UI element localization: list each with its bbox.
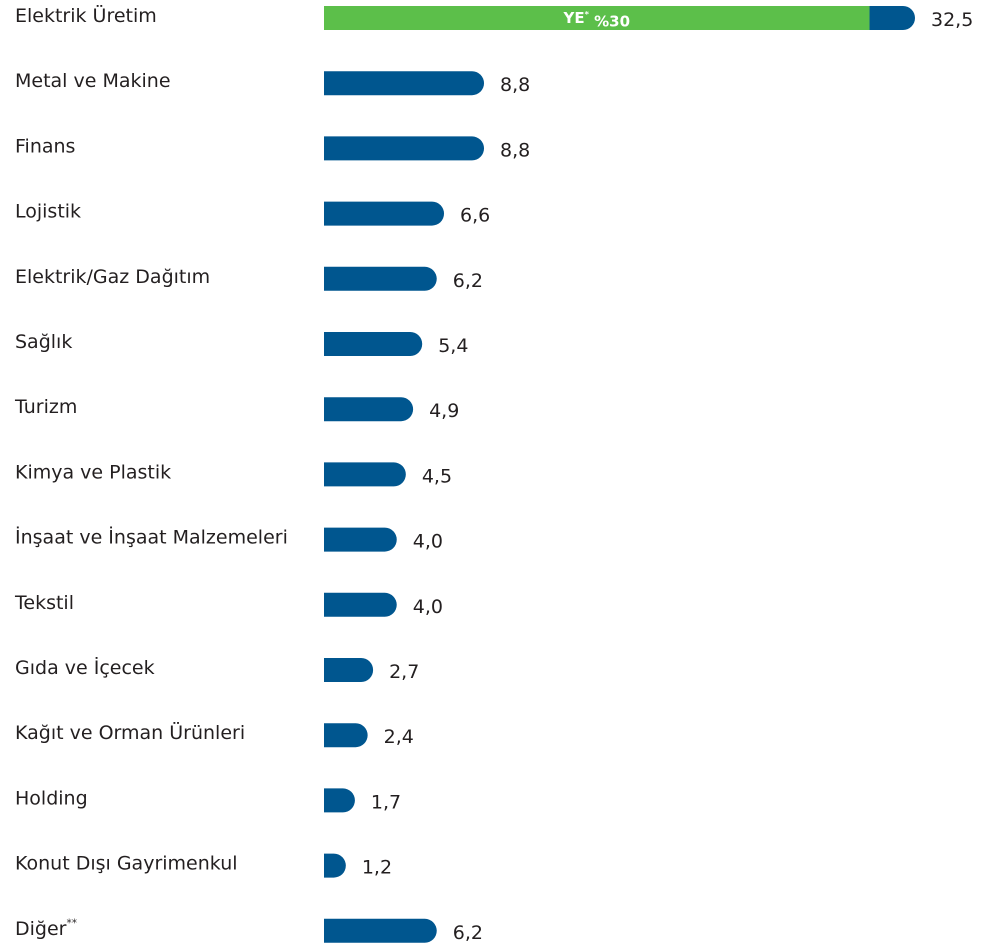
value-label: 1,2 [362, 856, 392, 878]
bar [324, 136, 485, 161]
value-label: 6,2 [453, 921, 483, 943]
category-label: Turizm [14, 396, 77, 418]
bar [324, 723, 368, 748]
category-label: Finans [15, 135, 75, 157]
highlight-segment [324, 6, 870, 30]
value-label: 4,0 [413, 595, 443, 617]
value-label: 8,8 [500, 74, 530, 96]
value-label: 4,9 [429, 400, 459, 422]
bar [324, 592, 397, 617]
value-label: 6,6 [460, 204, 490, 226]
bar [324, 397, 414, 422]
category-label: Tekstil [14, 591, 74, 613]
bar [324, 658, 374, 682]
category-label: Sağlık [15, 331, 72, 353]
bar [324, 527, 397, 552]
bar [324, 462, 406, 487]
bar [324, 71, 485, 96]
category-label: Konut Dışı Gayrimenkul [15, 852, 238, 874]
value-label: 6,2 [453, 269, 483, 291]
highlight-label: YE* %30 [562, 8, 630, 30]
category-label: Holding [15, 787, 88, 809]
value-label: 4,0 [413, 530, 443, 552]
bar [324, 853, 346, 878]
value-label: 2,7 [389, 661, 419, 683]
category-label: Lojistik [15, 200, 81, 222]
category-label: Metal ve Makine [15, 70, 171, 92]
value-label: 2,4 [384, 726, 414, 748]
category-label: Diğer** [15, 917, 77, 939]
category-label: Kağıt ve Orman Ürünleri [15, 721, 245, 744]
value-label: 8,8 [500, 139, 530, 161]
category-label: Kimya ve Plastik [15, 461, 171, 483]
value-label: 5,4 [438, 335, 468, 357]
category-label: İnşaat ve İnşaat Malzemeleri [15, 525, 288, 548]
bar [324, 788, 355, 813]
bar [324, 332, 423, 356]
bar [324, 266, 437, 291]
value-label: 1,7 [371, 791, 401, 813]
bar [324, 918, 437, 943]
category-label: Gıda ve İçecek [15, 656, 155, 679]
bar [324, 201, 445, 226]
value-label: 4,5 [422, 465, 452, 487]
category-label: Elektrik Üretim [15, 4, 157, 27]
value-label: 32,5 [931, 9, 973, 31]
category-label: Elektrik/Gaz Dağıtım [15, 265, 210, 287]
